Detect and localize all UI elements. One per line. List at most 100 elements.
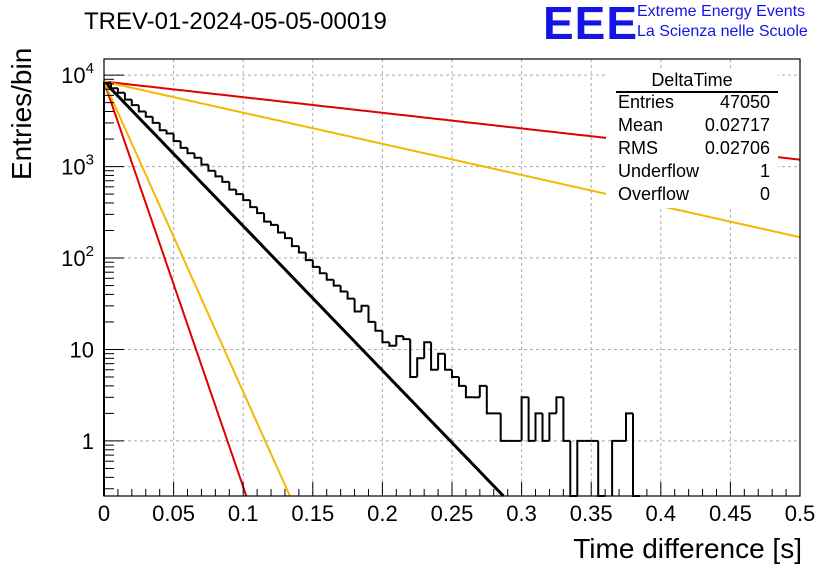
y-tick-label: 10 <box>70 337 94 362</box>
histogram-bin <box>478 384 487 398</box>
x-tick-label: 0.05 <box>152 501 195 526</box>
histogram-bin <box>632 413 640 497</box>
histogram-bin <box>485 385 494 415</box>
x-tick-label: 0.2 <box>367 501 398 526</box>
histogram-bin <box>116 88 125 94</box>
histogram-bin <box>464 385 473 399</box>
histogram-bin <box>277 224 285 234</box>
x-tick-label: 0.1 <box>228 501 259 526</box>
x-tick-label: 0.3 <box>506 501 537 526</box>
histogram-bin <box>179 141 188 149</box>
stats-value: 47050 <box>719 92 770 112</box>
histogram-bin <box>242 194 251 202</box>
stats-row-rms: RMS 0.02706 <box>618 138 770 160</box>
histogram-bin <box>207 164 216 172</box>
x-tick-label: 0 <box>98 501 110 526</box>
histogram-bin <box>151 116 160 124</box>
histogram-bin <box>451 369 459 378</box>
histogram-bin <box>284 232 292 240</box>
y-tick-exponent: 4 <box>86 60 94 77</box>
histogram-bin <box>172 133 181 143</box>
y-tick-exponent: 2 <box>86 243 94 260</box>
histogram-bin <box>423 341 432 359</box>
histogram-bin <box>123 92 132 101</box>
histogram-bin <box>103 82 111 496</box>
tick-labels: 0 0.05 0.1 0.15 0.2 0.25 0.3 0.35 0.4 0.45 0.51041… <box>61 60 815 526</box>
histogram-bin <box>541 413 550 442</box>
histogram <box>103 82 640 497</box>
histogram-bin <box>193 153 202 159</box>
histogram-bin <box>270 221 278 226</box>
x-tick-label: 0.5 <box>785 501 816 526</box>
y-tick-label: 102 <box>61 243 94 271</box>
stats-key: RMS <box>618 138 658 158</box>
histogram-bin <box>534 412 543 441</box>
histogram-bin <box>297 246 306 254</box>
logo-line-2: La Scienza nelle Scuole <box>637 23 808 40</box>
histogram-bin <box>249 200 258 209</box>
histogram-bin <box>381 330 390 344</box>
histogram-bin <box>562 397 571 442</box>
histogram-bin <box>235 189 244 196</box>
y-tick-base: 10 <box>61 155 85 180</box>
histogram-bin <box>395 335 404 346</box>
fit-curve <box>103 81 248 497</box>
histogram-bin <box>458 377 466 387</box>
y-tick-base: 10 <box>61 246 85 271</box>
stats-key: Entries <box>618 92 675 112</box>
stats-value: 1 <box>759 161 770 181</box>
histogram-bin <box>110 83 118 90</box>
histogram-bin <box>569 440 578 497</box>
stats-row-overflow: Overflow 0 <box>618 184 770 206</box>
x-tick-label: 0.4 <box>646 501 677 526</box>
histogram-bin <box>256 207 265 215</box>
stats-key: Mean <box>618 115 664 135</box>
histogram-bin <box>158 122 167 132</box>
stats-key: Overflow <box>618 184 690 204</box>
histogram-bin <box>527 397 536 442</box>
stats-title: DeltaTime <box>651 70 733 90</box>
histogram-bin <box>367 305 376 323</box>
stats-row-entries: Entries 47050 <box>618 92 770 114</box>
histogram-bin <box>374 321 383 332</box>
stats-value: 0 <box>759 184 770 204</box>
stats-row-underflow: Underflow 1 <box>618 161 770 183</box>
y-tick-label: 1 <box>82 429 94 454</box>
histogram-bin <box>597 440 606 497</box>
histogram-bin <box>186 147 195 155</box>
histogram-bin <box>318 266 327 275</box>
histogram-bin <box>263 213 271 223</box>
stats-value: 0.02717 <box>704 115 770 135</box>
stats-row-mean: Mean 0.02717 <box>618 115 770 137</box>
histogram-bin <box>144 111 153 118</box>
histogram-bin <box>388 342 397 347</box>
histogram-bin <box>576 439 585 496</box>
histogram-bin <box>339 285 348 293</box>
histogram-bin <box>499 413 508 442</box>
stats-key: Underflow <box>618 161 700 181</box>
histogram-bin <box>228 181 237 191</box>
y-tick-base: 10 <box>61 63 85 88</box>
fit-curve <box>103 80 801 239</box>
histogram-bin <box>214 170 223 178</box>
histogram-bin <box>437 352 445 370</box>
histogram-bin <box>353 298 362 313</box>
stats-box: DeltaTime Entries 47050 Mean 0.02717 RMS… <box>606 68 778 208</box>
histogram-bin <box>611 439 619 496</box>
plot-title: TREV-01-2024-05-05-00019 <box>84 8 387 35</box>
histogram-bin <box>555 396 564 414</box>
histogram-bin <box>332 279 341 287</box>
y-tick-exponent: 3 <box>86 152 94 169</box>
histogram-bin <box>137 105 146 113</box>
fit-curve <box>103 81 291 497</box>
axis-ticks <box>103 74 801 496</box>
histogram-bin <box>444 353 452 371</box>
x-tick-label: 0.35 <box>570 501 613 526</box>
histogram-bin <box>402 336 411 341</box>
histogram-bin <box>360 304 369 312</box>
eee-logo: EEE <box>543 0 639 49</box>
y-tick-label: 104 <box>61 60 94 88</box>
histogram-bin <box>346 291 355 300</box>
histogram-bin <box>416 357 425 377</box>
